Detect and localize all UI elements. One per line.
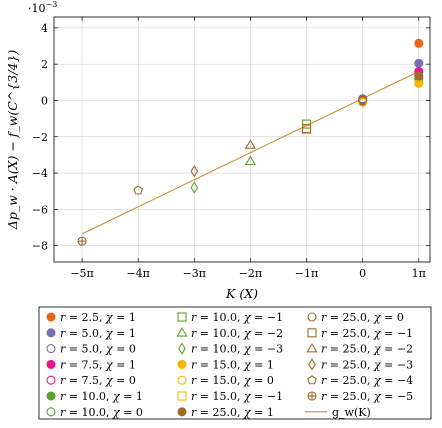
legend-box [38,306,432,420]
legend-marker [177,312,187,322]
y-tick-label: −2 [32,131,48,144]
data-point-14 [358,95,368,105]
legend-marker [307,312,317,322]
legend-label: r = 7.5, χ = 0 [60,374,136,387]
legend-marker [46,359,56,369]
legend: r = 2.5, χ = 1 r = 5.0, χ = 1 r = 5.0, χ =… [38,306,432,420]
x-tick-label: −1π [295,267,318,280]
data-point-1 [414,58,424,68]
legend-label: r = 10.0, χ = −1 [191,311,283,324]
legend-label: r = 15.0, χ = 0 [191,374,274,387]
data-point-11 [358,97,368,107]
data-point-8 [244,155,256,166]
y-tick-label: −8 [32,240,48,253]
axis-ticks: −5π −4π −3π −2π −1π 0 1π −8 −6 −4 −2 0 2 4 [32,17,430,280]
data-point-19 [77,236,87,246]
x-tick-label: 0 [359,267,366,280]
legend-marker [46,375,56,385]
legend-label: r = 25.0, χ = −2 [321,343,413,356]
legend-label: r = 15.0, χ = 1 [191,358,274,371]
x-tick-label: −4π [126,267,149,280]
legend-label: r = 10.0, χ = −3 [191,343,283,356]
data-point-0 [414,38,424,48]
legend-marker [46,328,56,338]
legend-marker [176,327,188,337]
y-tick-label: 2 [41,58,48,71]
legend-marker [177,359,187,369]
legend-label: r = 15.0, χ = −1 [191,390,283,403]
y-tick-label: −4 [32,167,48,180]
legend-label: r = 10.0, χ = −2 [191,327,283,340]
legend-marker [178,342,186,355]
data-point-18 [133,185,144,195]
y-tick-label: 0 [41,94,48,107]
legend-label: r = 25.0, χ = 1 [191,406,274,419]
legend-label: r = 25.0, χ = −5 [321,390,413,403]
legend-marker [177,375,187,385]
x-tick-label: −2π [239,267,262,280]
legend-label: r = 7.5, χ = 1 [60,358,136,371]
x-axis-label: K (X) [225,286,258,301]
grid [54,17,430,262]
data-point-9 [190,181,199,194]
legend-marker [307,328,317,338]
axis-labels: K (X) ·10−3 Δp_w · A(X) − f_w(C^{3/4}) [5,0,258,301]
legend-label: r = 25.0, χ = 0 [321,311,404,324]
legend-marker [306,342,318,353]
legend-label: r = 25.0, χ = −3 [321,358,413,371]
y-exponent-label: ·10−3 [28,0,57,15]
legend-label: g_w(K) [332,406,371,419]
legend-label: r = 5.0, χ = 1 [60,327,136,340]
y-tick-label: 4 [41,22,48,35]
legend-marker [177,391,187,401]
legend-marker [46,391,56,401]
legend-label: r = 10.0, χ = 1 [60,390,143,403]
legend-label: r = 10.0, χ = 0 [60,406,143,419]
legend-marker [307,391,317,401]
legend-label: r = 25.0, χ = −1 [321,327,413,340]
data-point-13 [414,71,424,81]
data-point-16 [244,139,256,149]
legend-label: r = 5.0, χ = 0 [60,343,136,356]
data-point-15 [301,124,312,134]
legend-marker [308,358,316,371]
x-tick-label: −5π [70,267,93,280]
plot-frame [53,16,431,263]
legend-marker [46,312,56,322]
legend-marker [46,344,56,354]
legend-marker [177,407,187,417]
y-axis-label: Δp_w · A(X) − f_w(C^{3/4}) [5,50,20,231]
y-tick-label: −6 [32,203,48,216]
x-tick-label: −3π [183,267,206,280]
data-points [77,38,424,246]
data-point-17 [190,165,199,178]
legend-label: r = 2.5, χ = 1 [60,311,136,324]
legend-marker [46,407,56,417]
x-tick-label: 1π [412,267,426,280]
legend-marker [307,375,317,385]
legend-label: r = 25.0, χ = −4 [321,374,413,387]
